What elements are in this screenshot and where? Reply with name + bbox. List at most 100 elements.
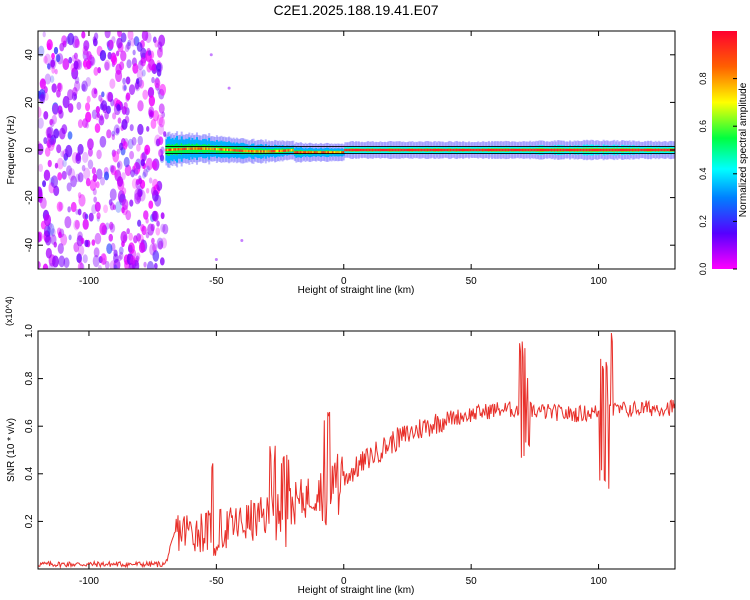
noise-cell [111, 55, 118, 66]
band-ridge [593, 148, 596, 152]
band-ridge [536, 148, 539, 152]
noise-cell [134, 80, 141, 92]
noise-cell [49, 118, 53, 126]
band-ridge [269, 150, 272, 153]
band-ridge [298, 151, 301, 154]
noise-cell [144, 144, 151, 156]
noise-cell [96, 112, 100, 118]
band-ridge [197, 147, 200, 150]
band-ridge [526, 148, 529, 152]
band-ridge [194, 147, 197, 150]
noise-cell [117, 160, 123, 171]
noise-cell [41, 78, 46, 84]
noise-cell [116, 176, 124, 187]
band-ridge [283, 149, 286, 152]
snr-axes: -100 -50 0 50 100 0.2 0.4 0.6 0.8 1.0 [24, 324, 675, 587]
colorbar [712, 31, 737, 269]
band-ridge [562, 148, 565, 152]
noise-cell [138, 177, 143, 185]
band-ridge [555, 148, 558, 152]
band-ridge [220, 148, 223, 151]
colorbar-tick-label: 0.2 [698, 215, 708, 228]
band-ridge [558, 148, 561, 152]
noise-cell [137, 219, 142, 227]
band-ridge [503, 148, 506, 152]
noise-cell [124, 164, 132, 177]
noise-cell [160, 237, 168, 249]
noise-cell [75, 153, 82, 164]
noise-cell [158, 103, 165, 114]
y-tick-label: -20 [24, 190, 35, 205]
noise-cell [87, 138, 94, 150]
noise-cell [53, 46, 59, 55]
noise-cell [67, 131, 73, 140]
band-ridge [188, 147, 191, 150]
y-tick-label: 0.2 [24, 514, 35, 528]
noise-cell [156, 180, 163, 191]
noise-cell [51, 114, 57, 125]
noise-cell [77, 245, 85, 257]
noise-cell [118, 251, 124, 260]
band-ridge [523, 148, 526, 152]
band-ridge [403, 148, 406, 152]
band-ridge [249, 149, 252, 153]
band-ridge [620, 148, 623, 152]
band-ridge [380, 148, 383, 152]
x-tick-label: -100 [79, 276, 99, 287]
band-ridge [435, 148, 438, 152]
band-ridge [221, 148, 224, 151]
noise-cell [117, 31, 122, 38]
noise-cell [38, 117, 44, 129]
band-ridge [416, 148, 419, 152]
outlier-dot [240, 238, 244, 242]
band-ridge [342, 151, 345, 154]
noise-cell [56, 89, 61, 98]
noise-cell [89, 179, 97, 192]
band-ridge [648, 148, 651, 152]
noise-cell [111, 130, 115, 137]
band-ridge [225, 148, 228, 151]
noise-cell [74, 219, 80, 230]
noise-cell [96, 168, 103, 180]
noise-cell [135, 255, 140, 263]
noise-cell [136, 41, 143, 52]
noise-cell [150, 186, 157, 196]
noise-cell [150, 223, 155, 232]
band-ridge [653, 148, 656, 152]
band-ridge [599, 148, 602, 152]
noise-cell [140, 158, 145, 167]
band-ridge [518, 148, 521, 152]
band-ridge [443, 148, 446, 152]
band-ridge [384, 148, 387, 152]
band-ridge [315, 151, 318, 154]
noise-cell [157, 123, 165, 136]
band-ridge [590, 148, 593, 152]
noise-cell [52, 255, 59, 268]
noise-cell [128, 262, 135, 269]
noise-cell [38, 143, 44, 156]
band-ridge [353, 148, 356, 152]
band-ridge [394, 148, 397, 152]
band-ridge [492, 148, 495, 152]
band-ridge [524, 148, 527, 152]
noise-cell [93, 38, 98, 47]
band-ridge [203, 147, 206, 150]
noise-cell [38, 261, 41, 269]
noise-cell [83, 40, 90, 51]
band-ridge [432, 148, 435, 152]
noise-cell [95, 105, 101, 114]
noise-cell [135, 78, 140, 85]
band-ridge [296, 151, 299, 154]
noise-cell [153, 262, 158, 269]
spectrogram-axes: -100 -50 0 50 100 -40 -20 0 20 40 [24, 31, 675, 287]
noise-cell [66, 165, 73, 176]
noise-cell [76, 253, 82, 264]
band-ridge [354, 148, 357, 152]
band-ridge [356, 148, 359, 152]
noise-cell [120, 50, 127, 62]
band-ridge [604, 148, 607, 152]
x-tick-label: -50 [209, 276, 224, 287]
noise-cell [99, 50, 107, 62]
noise-cell [109, 202, 115, 211]
noise-cell [62, 95, 70, 109]
